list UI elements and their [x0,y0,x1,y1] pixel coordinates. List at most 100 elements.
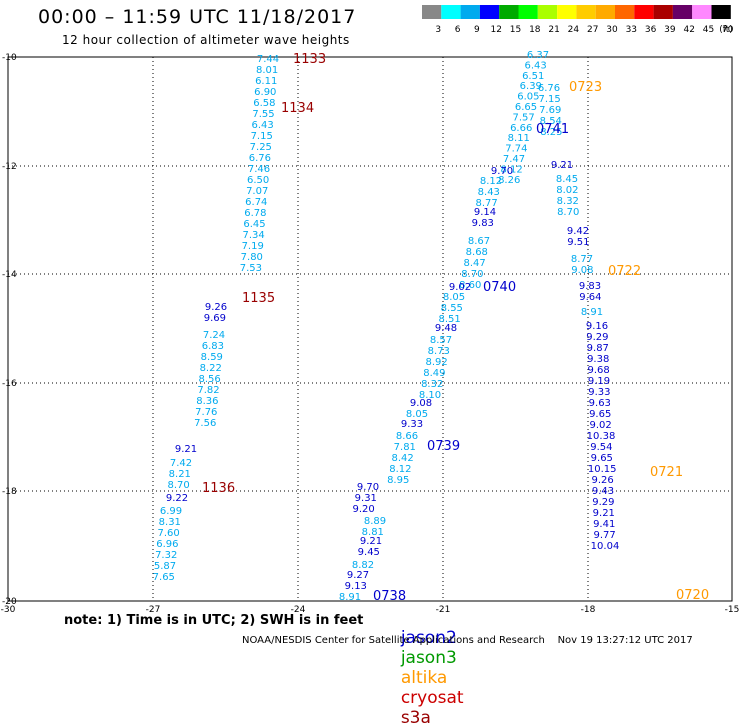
wave-height-value: 7.55 [252,109,274,120]
wave-height-value: 5.87 [154,561,176,572]
wave-height-value: 6.50 [247,175,269,186]
wave-height-value: 8.73 [428,346,450,357]
wave-height-value: 9.29 [592,497,614,508]
wave-height-value: 8.05 [443,292,465,303]
wave-height-value: 8.21 [169,469,191,480]
wave-height-value: 8.89 [364,516,386,527]
wave-height-value: 9.83 [579,281,601,292]
color-swatch [479,5,500,19]
pass-time-label: 0739 [427,439,460,454]
wave-height-value: 9.08 [410,398,432,409]
wave-height-value: 8.01 [256,65,278,76]
color-scale-label: 15 [510,25,521,35]
wave-height-value: 8.42 [391,453,413,464]
wave-height-value: 6.99 [160,506,182,517]
wave-height-value: 7.74 [505,144,527,155]
wave-height-value: 8.12 [480,176,502,187]
wave-height-value: 9.54 [590,442,612,453]
wave-height-value: 9.16 [586,321,608,332]
wave-height-value: 9.02 [589,420,611,431]
wave-height-value: 9.38 [587,354,609,365]
wave-height-value: 9.83 [472,218,494,229]
wave-height-value: 6.45 [243,219,265,230]
wave-height-value: 8.49 [423,368,445,379]
wave-height-value: 8.66 [396,431,418,442]
wave-height-value: 6.76 [249,153,271,164]
wave-height-value: 8.60 [459,280,481,291]
wave-height-value: 8.82 [352,560,374,571]
wave-height-value: 8.55 [441,303,463,314]
wave-height-value: 7.47 [503,154,525,165]
wave-height-value: 6.43 [251,120,273,131]
wave-height-value: 8.31 [159,517,181,528]
wave-height-value: 8.56 [198,374,220,385]
wave-height-value: 8.68 [466,247,488,258]
legend-altika: altika [400,668,448,688]
color-scale-label: 42 [683,25,694,35]
wave-height-value: 8.12 [500,164,522,175]
wave-height-value: 9.87 [587,343,609,354]
wave-height-value: 8.57 [430,335,452,346]
wave-height-value: 10.38 [587,431,616,442]
x-tick-label: -15 [725,605,740,615]
wave-height-value: 9.13 [345,581,367,592]
pass-time-label: 0720 [676,588,709,603]
wave-height-value: 8.95 [387,475,409,486]
wave-height-value: 6.78 [244,208,266,219]
color-swatch [711,5,731,19]
map-title: 00:00 – 11:59 UTC 11/18/2017 [38,6,357,28]
pass-time-label: 1135 [242,291,275,306]
x-tick-label: -21 [436,605,451,615]
wave-height-value: 8.81 [362,527,384,538]
color-scale-label: 12 [490,25,501,35]
wave-height-value: 8.43 [478,187,500,198]
pass-time-label: 0723 [569,80,602,95]
wave-height-value: 7.44 [257,54,279,65]
wave-height-value: 9.51 [567,237,589,248]
wave-height-value: 8.59 [201,352,223,363]
legend-jason2: jason2 [400,628,457,648]
wave-height-value: 7.60 [157,528,179,539]
wave-height-value: 8.02 [556,185,578,196]
wave-height-value: 8.77 [571,254,593,265]
color-scale-label: 3 [435,25,441,35]
wave-height-value: 7.65 [153,572,175,583]
wave-height-value: 9.08 [571,265,593,276]
wave-height-value: 9.41 [593,519,615,530]
wave-height-value: 6.58 [253,98,275,109]
color-swatch [537,5,558,19]
map-subtitle: 12 hour collection of altimeter wave hei… [62,33,350,47]
wave-height-value: 9.70 [357,482,379,493]
pass-time-label: 1133 [293,52,326,67]
pass-time-label: 0722 [608,264,641,279]
wave-height-value: 9.19 [588,376,610,387]
wave-height-value: 6.90 [254,87,276,98]
color-swatch [422,5,442,19]
pass-time-label: 0738 [373,589,406,604]
wave-height-value: 6.83 [202,341,224,352]
wave-height-value: 7.69 [539,105,561,116]
wave-height-value: 8.70 [167,480,189,491]
wave-height-value: 7.25 [250,142,272,153]
color-scale-label: 39 [664,25,676,35]
color-swatch [653,5,673,19]
wave-height-value: 9.48 [435,323,457,334]
color-swatch [634,5,654,19]
wave-height-value: 9.64 [579,292,601,303]
wave-height-value: 8.51 [438,314,460,325]
wave-height-value: 8.77 [475,198,497,209]
y-tick-label: -18 [2,487,17,497]
wave-height-value: 6.66 [510,123,532,134]
y-tick-label: -20 [2,597,17,607]
wave-height-value: 8.26 [498,175,520,186]
wave-height-value: 9.77 [593,530,615,541]
wave-height-value: 8.36 [196,396,218,407]
wave-height-value: 7.82 [197,385,219,396]
color-scale-label: 70 [722,25,734,35]
y-tick-label: -10 [2,53,17,63]
wave-height-value: 7.24 [203,330,225,341]
wave-height-value: 9.33 [588,387,610,398]
wave-height-value: 9.22 [166,493,188,504]
wave-height-value: 8.32 [421,379,443,390]
wave-height-value: 6.11 [255,76,277,87]
